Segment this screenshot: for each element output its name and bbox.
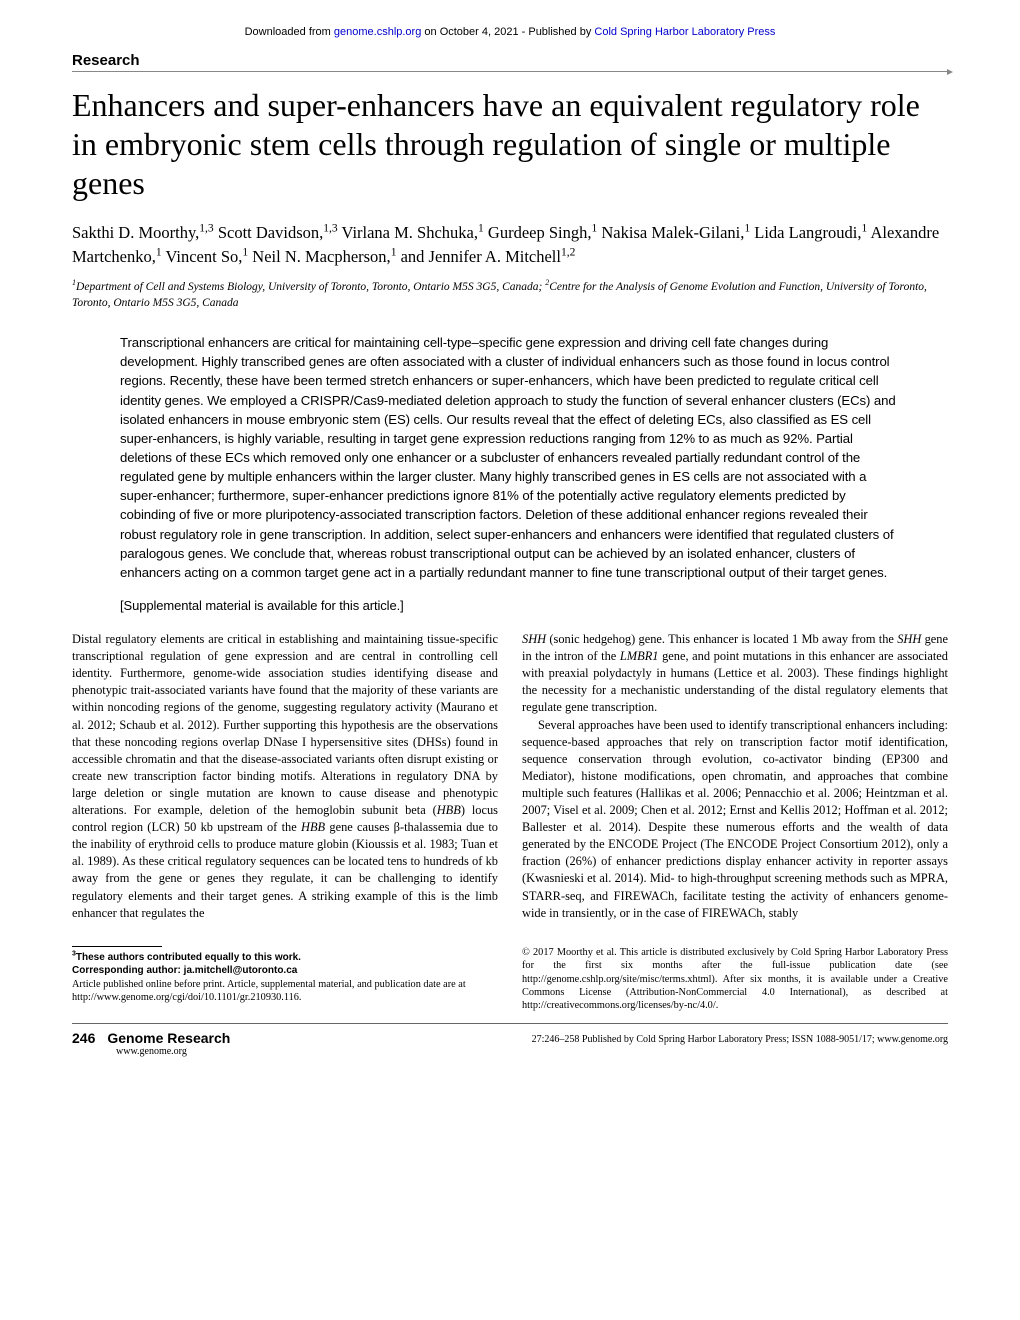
journal-name: Genome Research xyxy=(107,1030,230,1046)
page-number: 246 xyxy=(72,1030,95,1046)
download-middle: on October 4, 2021 - Published by xyxy=(421,26,594,38)
footnote-corresponding: Corresponding author: ja.mitchell@utoron… xyxy=(72,964,498,977)
article-title: Enhancers and super-enhancers have an eq… xyxy=(72,86,948,203)
download-link2[interactable]: Cold Spring Harbor Laboratory Press xyxy=(594,26,775,38)
authors: Sakthi D. Moorthy,1,3 Scott Davidson,1,3… xyxy=(72,221,948,269)
journal-url: www.genome.org xyxy=(116,1046,230,1057)
supplemental-note: [Supplemental material is available for … xyxy=(72,598,948,613)
footnote-equal: 3These authors contributed equally to th… xyxy=(72,951,498,964)
body-p1: Distal regulatory elements are critical … xyxy=(72,631,498,922)
download-prefix: Downloaded from xyxy=(245,26,334,38)
download-banner: Downloaded from genome.cshlp.org on Octo… xyxy=(72,20,948,52)
affiliations: 1Department of Cell and Systems Biology,… xyxy=(72,279,948,311)
section-label: Research xyxy=(72,52,948,72)
footnotes: 3These authors contributed equally to th… xyxy=(72,946,948,1013)
footer-right: 27:246–258 Published by Cold Spring Harb… xyxy=(532,1030,948,1045)
abstract: Transcriptional enhancers are critical f… xyxy=(72,333,948,582)
corresponding-email: ja.mitchell@utoronto.ca xyxy=(184,965,298,976)
footnote-equal-text: These authors contributed equally to thi… xyxy=(76,952,301,963)
download-link1[interactable]: genome.cshlp.org xyxy=(334,26,421,38)
footnote-rule xyxy=(72,946,162,947)
corresponding-label: Corresponding author: xyxy=(72,965,184,976)
page-footer: 246 Genome Research www.genome.org 27:24… xyxy=(72,1023,948,1057)
footnote-pub: Article published online before print. A… xyxy=(72,978,498,1005)
body-p3: Several approaches have been used to ide… xyxy=(522,717,948,922)
footnote-copyright: © 2017 Moorthy et al. This article is di… xyxy=(522,946,948,1013)
body-p2: SHH (sonic hedgehog) gene. This enhancer… xyxy=(522,631,948,717)
body-text: Distal regulatory elements are critical … xyxy=(72,631,948,922)
